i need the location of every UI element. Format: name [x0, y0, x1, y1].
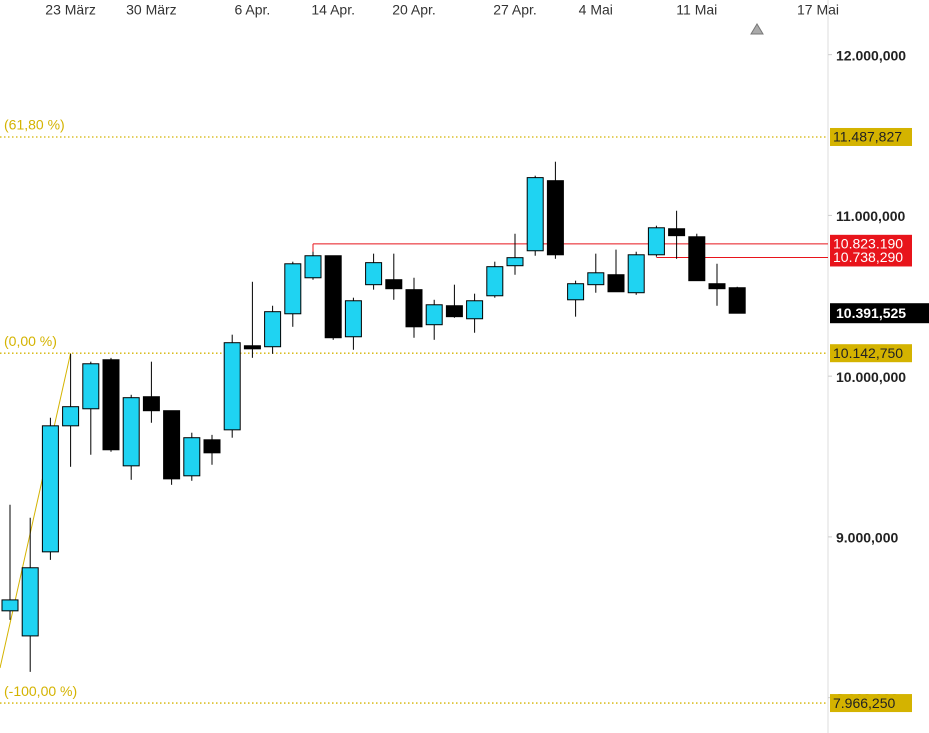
last-price-box	[830, 303, 929, 324]
fib-trend	[0, 353, 72, 669]
x-tick-label: 14 Apr.	[311, 2, 355, 18]
candle-body	[445, 305, 463, 318]
x-tick-label: 6 Apr.	[234, 2, 270, 18]
candle-body	[324, 255, 342, 339]
candle-body	[21, 567, 39, 637]
candle-body	[62, 406, 80, 427]
x-tick-label: 4 Mai	[579, 2, 613, 18]
price-box	[830, 344, 912, 363]
price-label: 10.738,290	[833, 249, 903, 265]
candle-body	[122, 397, 140, 467]
fib-label: (0,00 %)	[4, 333, 57, 349]
candle-body	[344, 300, 362, 338]
candle-body	[627, 254, 645, 294]
price-box	[830, 234, 912, 253]
candle-body	[546, 180, 564, 256]
candle-body	[284, 263, 302, 315]
candle-body	[708, 283, 726, 290]
x-tick-label: 23 März	[45, 2, 96, 18]
candle-body	[567, 283, 585, 301]
x-tick-label: 30 März	[126, 2, 177, 18]
candle-body	[142, 396, 160, 412]
candle-body	[385, 279, 403, 290]
candle-body	[607, 274, 625, 293]
price-box	[830, 127, 912, 146]
candle-body	[526, 177, 544, 252]
y-tick-label: 12.000,000	[836, 47, 906, 63]
candle-body	[405, 289, 423, 328]
candle-body	[668, 228, 686, 237]
x-tick-label: 17 Mai	[797, 2, 839, 18]
candle-body	[688, 236, 706, 282]
y-tick-label: 11.000,000	[836, 208, 906, 224]
price-box	[830, 248, 912, 267]
candle-body	[728, 287, 746, 314]
fib-label: (-100,00 %)	[4, 683, 77, 699]
candle-body	[183, 437, 201, 477]
candle-body	[203, 439, 221, 454]
candle-body	[82, 363, 100, 410]
price-label: 10.142,750	[833, 345, 903, 361]
marker-icon[interactable]	[750, 23, 764, 35]
candle-body	[304, 255, 322, 279]
x-tick-label: 27 Apr.	[493, 2, 537, 18]
x-tick-label: 11 Mai	[676, 2, 717, 18]
candle-body	[466, 300, 484, 320]
price-label: 10.823,190	[833, 236, 903, 252]
price-label: 7.966,250	[833, 695, 895, 711]
price-box	[830, 694, 912, 713]
candle-body	[264, 311, 282, 348]
candle-body	[486, 266, 504, 297]
fib-label: (61,80 %)	[4, 117, 65, 133]
y-tick-label: 9.000,000	[836, 530, 898, 546]
candle-body	[1, 599, 19, 612]
price-label: 11.487,827	[833, 129, 902, 145]
candle-body	[243, 345, 261, 350]
y-tick-label: 10.000,000	[836, 369, 906, 385]
x-tick-label: 20 Apr.	[392, 2, 436, 18]
candle-body	[506, 257, 524, 267]
candle-body	[365, 262, 383, 286]
candle-body	[425, 304, 443, 326]
candle-body	[41, 425, 59, 553]
candle-body	[223, 342, 241, 431]
candle-body	[163, 410, 181, 480]
candle-body	[102, 359, 120, 451]
candle-body	[647, 227, 665, 256]
last-price-label: 10.391,525	[836, 305, 906, 321]
candle-body	[587, 272, 605, 286]
